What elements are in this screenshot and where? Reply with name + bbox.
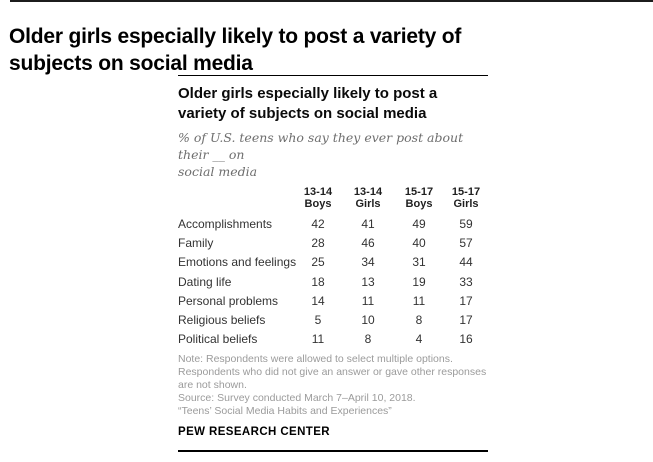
table-row-religious-beliefs: Religious beliefs 5 10 8 17 xyxy=(178,310,488,329)
cell-value: 16 xyxy=(459,332,473,347)
page-headline-line2: subjects on social media xyxy=(9,52,253,76)
cell-value: 11 xyxy=(361,293,375,308)
row-label: Accomplishments xyxy=(178,216,273,231)
chart-title-line2: variety of subjects on social media xyxy=(178,105,427,122)
column-header-age: 15-17 xyxy=(404,186,434,198)
chart-subtitle-line1: % of U.S. teens who say they ever post a… xyxy=(178,130,464,162)
cell-value: 14 xyxy=(311,293,325,308)
chart-note-line2: Respondents who did not give an answer o… xyxy=(178,366,487,379)
column-header-group: Boys xyxy=(304,198,332,210)
cell-value: 33 xyxy=(459,274,473,289)
table-row-emotions: Emotions and feelings 25 34 31 44 xyxy=(178,253,488,272)
cell-value: 34 xyxy=(361,255,375,270)
chart-title-line1: Older girls especially likely to post a xyxy=(178,85,438,102)
cell-value: 17 xyxy=(459,313,473,328)
cell-value: 19 xyxy=(412,274,426,289)
table-row-political-beliefs: Political beliefs 11 8 4 16 xyxy=(178,330,488,349)
cell-value: 41 xyxy=(361,216,375,231)
cell-value: 57 xyxy=(459,235,473,250)
card-bottom-rule xyxy=(178,450,488,453)
table-header-row: 13-14 Boys 13-14 Girls 15-17 Boys 15-17 … xyxy=(178,186,488,210)
column-header-group: Boys xyxy=(405,198,433,210)
chart-subtitle-line2: social media xyxy=(178,164,258,179)
chart-subtitle: % of U.S. teens who say they ever post a… xyxy=(178,129,488,180)
column-header-15-17-girls: 15-17 Girls xyxy=(444,186,488,210)
table-body: Accomplishments 42 41 49 59 Family 28 46… xyxy=(178,214,488,349)
row-label: Family xyxy=(178,235,214,250)
card-top-rule xyxy=(178,75,488,76)
page-headline-line1: Older girls especially likely to post a … xyxy=(9,25,462,49)
column-header-age: 13-14 xyxy=(303,186,333,198)
cell-value: 8 xyxy=(415,313,423,328)
row-label: Religious beliefs xyxy=(178,313,266,328)
column-header-group: Girls xyxy=(453,198,479,210)
row-label: Personal problems xyxy=(178,293,279,308)
cell-value: 13 xyxy=(361,274,375,289)
column-header-13-14-boys: 13-14 Boys xyxy=(294,186,342,210)
data-table: 13-14 Boys 13-14 Girls 15-17 Boys 15-17 … xyxy=(178,186,488,349)
column-header-13-14-girls: 13-14 Girls xyxy=(342,186,394,210)
column-header-15-17-boys: 15-17 Boys xyxy=(394,186,444,210)
row-label: Political beliefs xyxy=(178,332,258,347)
table-row-accomplishments: Accomplishments 42 41 49 59 xyxy=(178,214,488,233)
pew-research-center-branding: PEW RESEARCH CENTER xyxy=(178,426,331,439)
column-header-age: 15-17 xyxy=(451,186,481,198)
cell-value: 17 xyxy=(459,293,473,308)
table-row-family: Family 28 46 40 57 xyxy=(178,233,488,252)
cell-value: 31 xyxy=(412,255,426,270)
cell-value: 8 xyxy=(364,332,372,347)
cell-value: 28 xyxy=(311,235,325,250)
cell-value: 59 xyxy=(459,216,473,231)
page-headline: Older girls especially likely to post a … xyxy=(9,23,629,77)
chart-card: Older girls especially likely to post a … xyxy=(178,75,488,453)
cell-value: 11 xyxy=(311,332,325,347)
row-label: Emotions and feelings xyxy=(178,255,297,270)
cell-value: 4 xyxy=(415,332,423,347)
chart-note-line3: are not shown. xyxy=(178,379,247,392)
chart-note-line1: Note: Respondents were allowed to select… xyxy=(178,353,453,366)
chart-source-line2: “Teens’ Social Media Habits and Experien… xyxy=(178,405,392,418)
cell-value: 10 xyxy=(361,313,375,328)
cell-value: 11 xyxy=(412,293,426,308)
table-row-personal-problems: Personal problems 14 11 11 17 xyxy=(178,291,488,310)
cell-value: 5 xyxy=(314,313,322,328)
row-label: Dating life xyxy=(178,274,232,289)
cell-value: 25 xyxy=(311,255,325,270)
cell-value: 18 xyxy=(311,274,325,289)
cell-value: 46 xyxy=(361,235,375,250)
column-header-group: Girls xyxy=(355,198,381,210)
cell-value: 49 xyxy=(412,216,426,231)
cell-value: 44 xyxy=(459,255,473,270)
cell-value: 40 xyxy=(412,235,426,250)
table-row-dating-life: Dating life 18 13 19 33 xyxy=(178,272,488,291)
chart-source-line1: Source: Survey conducted March 7–April 1… xyxy=(178,392,416,405)
top-divider-bar xyxy=(10,0,653,2)
cell-value: 42 xyxy=(311,216,325,231)
chart-footnotes: Note: Respondents were allowed to select… xyxy=(178,353,488,418)
chart-title: Older girls especially likely to post a … xyxy=(178,84,488,124)
column-header-age: 13-14 xyxy=(353,186,383,198)
